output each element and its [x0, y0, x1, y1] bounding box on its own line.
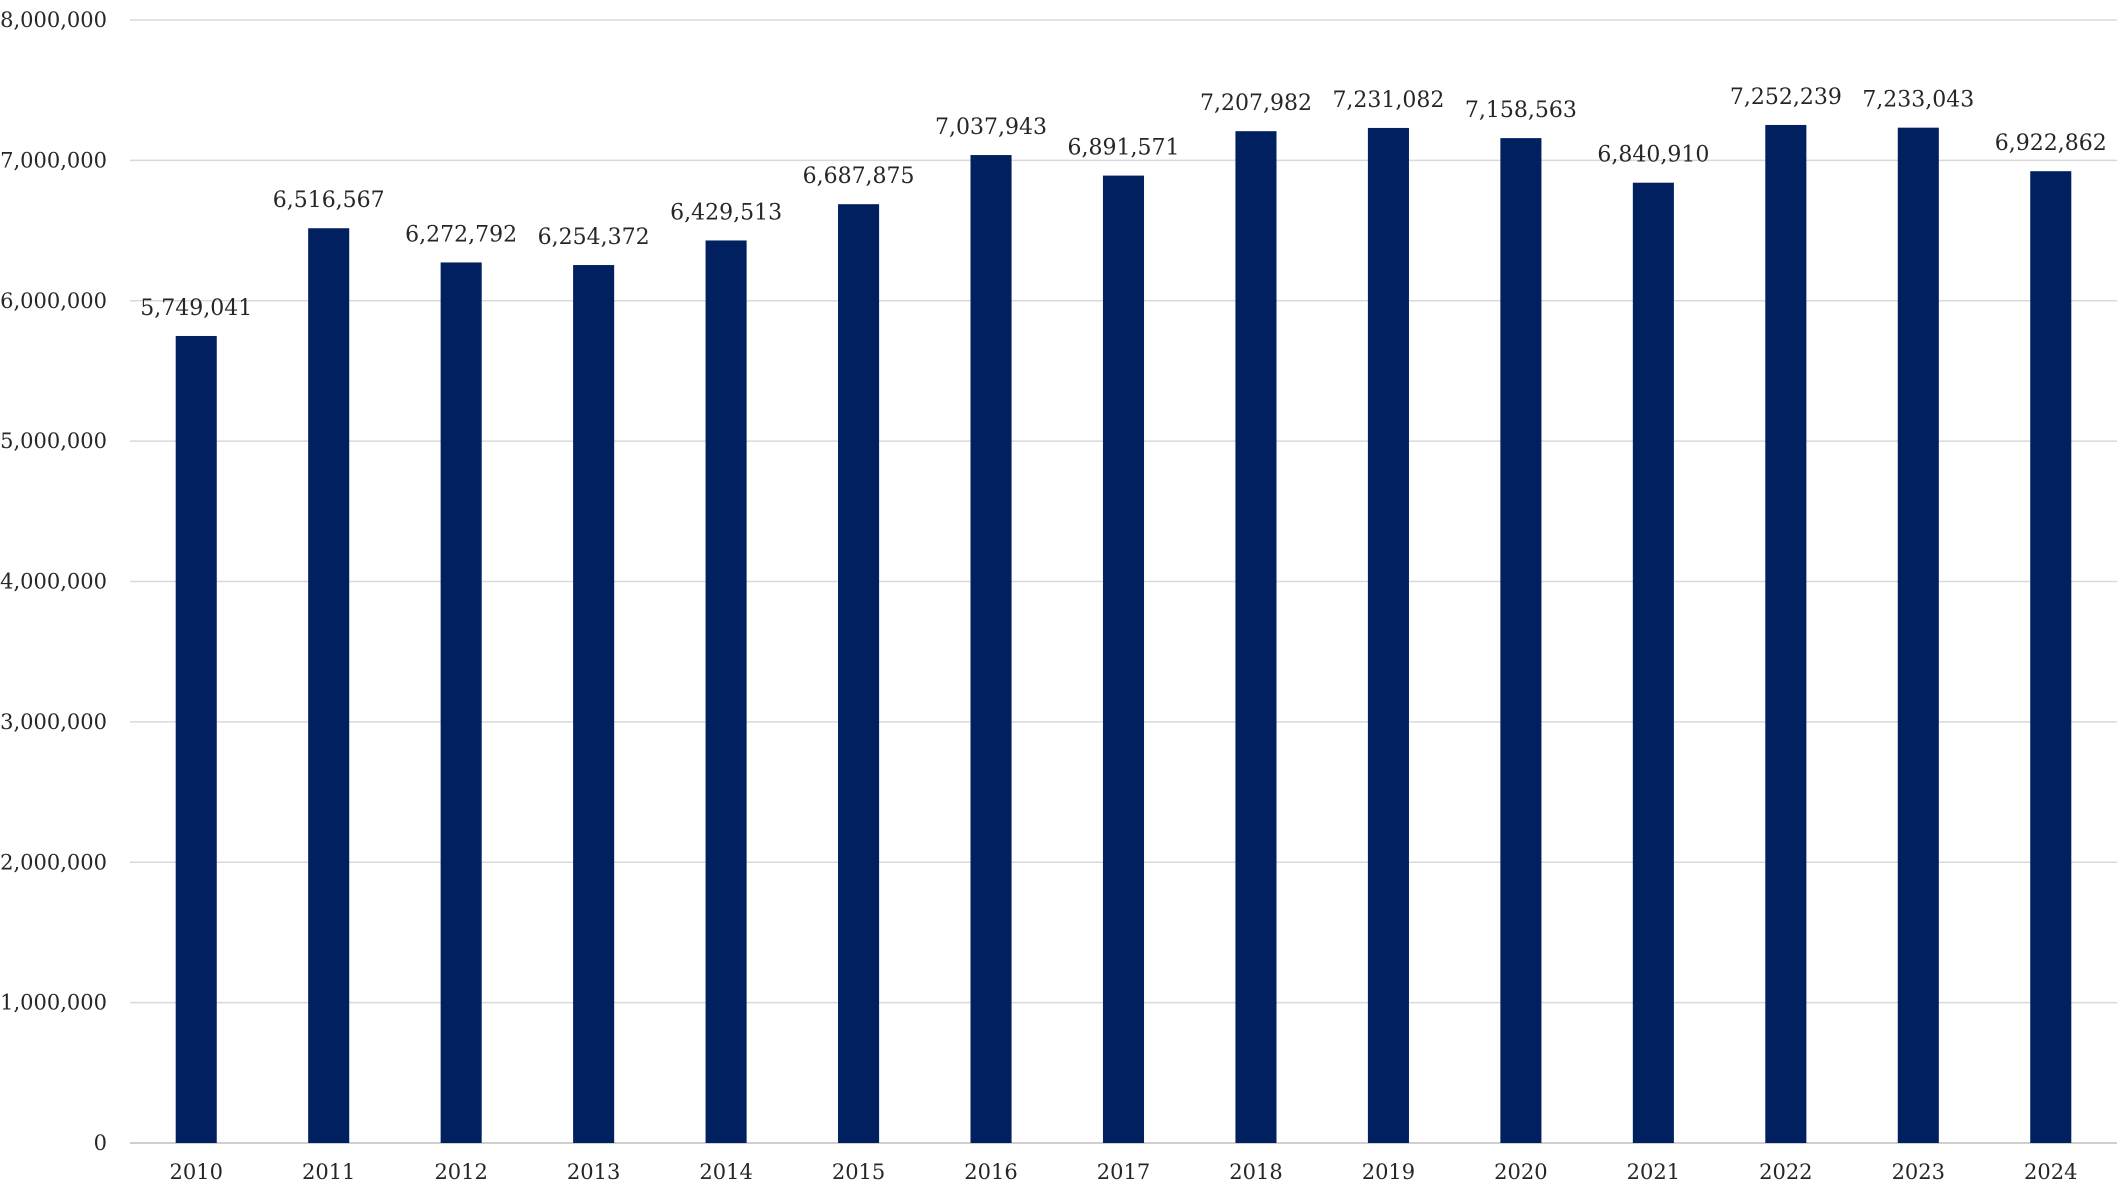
x-tick-label: 2018 — [1229, 1160, 1282, 1184]
data-label: 6,254,372 — [538, 225, 650, 250]
data-label: 7,207,982 — [1200, 91, 1312, 116]
x-axis-category-labels: 2010 2011 2012 2013 2014 2015 2016 2017 2018 2019… — [170, 1160, 2078, 1184]
y-tick-label: 3,000,000 — [0, 710, 107, 734]
x-tick-label: 2020 — [1494, 1160, 1547, 1184]
x-tick-label: 2024 — [2024, 1160, 2077, 1184]
bar — [175, 335, 217, 1143]
x-tick-label: 2022 — [1759, 1160, 1812, 1184]
y-tick-label: 4,000,000 — [0, 570, 107, 594]
bar — [838, 204, 880, 1143]
x-tick-label: 2017 — [1097, 1160, 1150, 1184]
x-tick-label: 2010 — [170, 1160, 223, 1184]
bars — [175, 124, 2072, 1144]
data-labels: 5,749,041 6,516,567 6,272,792 6,254,372 6,42… — [140, 85, 2107, 321]
bar — [573, 265, 615, 1143]
bar — [1897, 127, 1939, 1143]
data-label: 7,158,563 — [1465, 98, 1577, 123]
x-tick-label: 2012 — [434, 1160, 487, 1184]
x-tick-label: 2021 — [1627, 1160, 1680, 1184]
bar — [970, 155, 1012, 1143]
bar — [1632, 182, 1674, 1143]
y-tick-label: 8,000,000 — [0, 8, 107, 32]
data-label: 6,272,792 — [405, 222, 517, 247]
bar — [705, 240, 747, 1144]
x-tick-label: 2015 — [832, 1160, 885, 1184]
bar — [1500, 138, 1542, 1144]
x-tick-label: 2014 — [699, 1160, 752, 1184]
data-label: 7,252,239 — [1730, 85, 1842, 110]
data-label: 6,922,862 — [1995, 131, 2107, 156]
data-label: 7,037,943 — [935, 115, 1047, 140]
bar — [1367, 127, 1409, 1143]
x-tick-label: 2013 — [567, 1160, 620, 1184]
bar — [1765, 124, 1807, 1144]
y-tick-label: 7,000,000 — [0, 148, 107, 172]
y-tick-label: 0 — [94, 1131, 107, 1155]
bar — [1235, 131, 1277, 1144]
y-tick-label: 2,000,000 — [0, 850, 107, 874]
data-label: 6,891,571 — [1068, 136, 1180, 161]
data-label: 7,233,043 — [1862, 88, 1974, 113]
bar — [308, 228, 350, 1143]
x-tick-label: 2016 — [964, 1160, 1017, 1184]
data-label: 6,516,567 — [273, 188, 385, 213]
data-label: 6,687,875 — [803, 164, 915, 189]
y-tick-label: 5,000,000 — [0, 429, 107, 453]
data-label: 7,231,082 — [1332, 88, 1444, 113]
data-label: 6,840,910 — [1597, 143, 1709, 168]
bar — [440, 262, 482, 1144]
bar — [2030, 171, 2072, 1143]
y-tick-label: 1,000,000 — [0, 991, 107, 1015]
x-tick-label: 2019 — [1362, 1160, 1415, 1184]
x-tick-label: 2023 — [1892, 1160, 1945, 1184]
data-label: 6,429,513 — [670, 200, 782, 225]
bar — [1102, 175, 1145, 1144]
x-tick-label: 2011 — [302, 1160, 355, 1184]
y-tick-label: 6,000,000 — [0, 289, 107, 313]
data-label: 5,749,041 — [140, 296, 252, 321]
y-axis-tick-labels: 0 1,000,000 2,000,000 3,000,000 4,000,000 5,0… — [0, 8, 107, 1155]
